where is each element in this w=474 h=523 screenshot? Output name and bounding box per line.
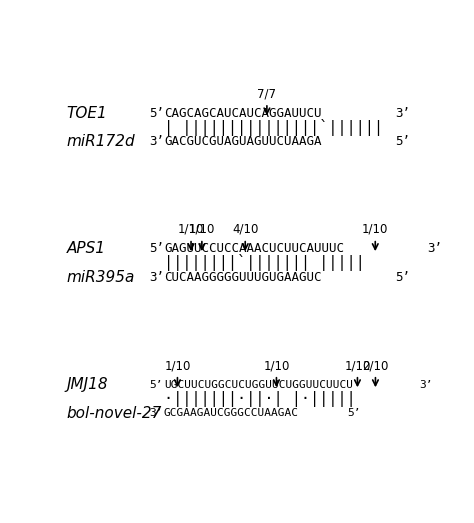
- Text: ·|||||||·||·| |·|||||: ·|||||||·||·| |·|||||: [164, 391, 356, 407]
- Text: ||||||||`||||||| |||||: ||||||||`||||||| |||||: [164, 254, 365, 271]
- Text: 4/10: 4/10: [232, 223, 258, 236]
- Text: miR172d: miR172d: [66, 134, 135, 149]
- Text: 1/10: 1/10: [263, 359, 290, 372]
- Text: 1/10: 1/10: [164, 359, 191, 372]
- Text: 1/10: 1/10: [189, 223, 215, 236]
- Text: JMJ18: JMJ18: [66, 378, 108, 392]
- Text: GACGUCGUAGUAGUUCUAAGA: GACGUCGUAGUAGUUCUAAGA: [164, 135, 321, 148]
- Text: CAGCAGCAUCAUCAGGAUUCU: CAGCAGCAUCAUCAGGAUUCU: [164, 107, 321, 120]
- Text: 3’: 3’: [149, 408, 163, 418]
- Text: 5’: 5’: [395, 135, 410, 148]
- Text: 5’: 5’: [149, 380, 163, 390]
- Text: 3’: 3’: [428, 242, 443, 255]
- Text: GAGUUCCUCCAAACUCUUCAUUUC: GAGUUCCUCCAAACUCUUCAUUUC: [164, 242, 344, 255]
- Text: 5’: 5’: [149, 242, 164, 255]
- Text: CUCAAGGGGGUUUGUGAAGUC: CUCAAGGGGGUUUGUGAAGUC: [164, 270, 321, 283]
- Text: 7/7: 7/7: [257, 87, 276, 100]
- Text: 5’: 5’: [347, 408, 361, 418]
- Text: 3’: 3’: [419, 380, 433, 390]
- Text: miR395a: miR395a: [66, 269, 135, 285]
- Text: TOE1: TOE1: [66, 106, 107, 121]
- Text: 1/10: 1/10: [362, 223, 389, 236]
- Text: | |||||||||||||||`||||||: | |||||||||||||||`||||||: [164, 119, 383, 135]
- Text: GCGAAGAUCGGGCCUAAGAC: GCGAAGAUCGGGCCUAAGAC: [164, 408, 299, 418]
- Text: APS1: APS1: [66, 241, 106, 256]
- Text: 3’: 3’: [149, 270, 164, 283]
- Text: 3’: 3’: [395, 107, 410, 120]
- Text: 1/10: 1/10: [344, 359, 371, 372]
- Text: bol-novel-27: bol-novel-27: [66, 406, 162, 420]
- Text: UGCUUCUGGCUCUGGUUCUGGUUCUUCU: UGCUUCUGGCUCUGGUUCUGGUUCUUCU: [164, 380, 353, 390]
- Text: 1/10: 1/10: [178, 223, 204, 236]
- Text: 3’: 3’: [149, 135, 164, 148]
- Text: 5’: 5’: [149, 107, 164, 120]
- Text: 2/10: 2/10: [362, 359, 389, 372]
- Text: 5’: 5’: [395, 270, 410, 283]
